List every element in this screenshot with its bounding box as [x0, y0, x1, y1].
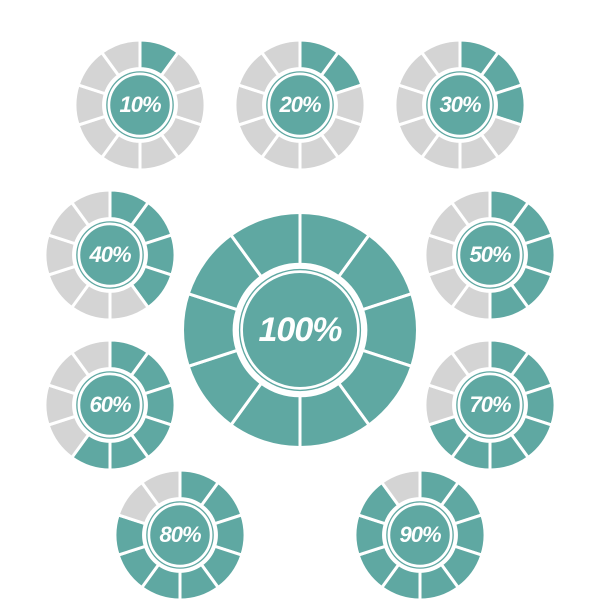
- gauge-30: 30%: [395, 40, 525, 170]
- gauge-label: 100%: [259, 311, 342, 350]
- gauge-label: 30%: [439, 92, 480, 118]
- gauge-label: 20%: [279, 92, 320, 118]
- gauge-90: 90%: [355, 470, 485, 600]
- gauge-label: 70%: [469, 392, 510, 418]
- gauge-label: 80%: [159, 522, 200, 548]
- gauge-40: 40%: [45, 190, 175, 320]
- gauge-label: 10%: [119, 92, 160, 118]
- gauge-50: 50%: [425, 190, 555, 320]
- gauge-20: 20%: [235, 40, 365, 170]
- gauge-60: 60%: [45, 340, 175, 470]
- gauge-label: 50%: [469, 242, 510, 268]
- gauge-100: 100%: [183, 213, 418, 448]
- gauge-label: 90%: [399, 522, 440, 548]
- gauge-80: 80%: [115, 470, 245, 600]
- gauge-70: 70%: [425, 340, 555, 470]
- gauge-10: 10%: [75, 40, 205, 170]
- gauge-label: 40%: [89, 242, 130, 268]
- gauge-label: 60%: [89, 392, 130, 418]
